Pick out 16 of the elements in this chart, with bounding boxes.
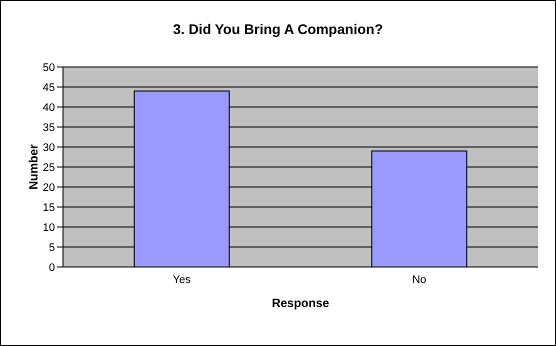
y-tick-label: 30 xyxy=(42,142,55,154)
x-tick-label: No xyxy=(412,274,426,286)
y-tick-label: 15 xyxy=(42,202,55,214)
y-tick-label: 45 xyxy=(42,82,55,94)
chart-title: 3. Did You Bring A Companion? xyxy=(172,21,384,37)
y-tick-label: 50 xyxy=(42,62,55,74)
x-axis-title: Response xyxy=(272,296,330,310)
y-tick-label: 25 xyxy=(42,162,55,174)
y-tick-label: 35 xyxy=(42,122,55,134)
y-tick-label: 40 xyxy=(42,102,55,114)
x-tick-label: Yes xyxy=(172,274,192,286)
y-axis-title: Number xyxy=(26,144,40,190)
y-tick-label: 20 xyxy=(42,182,55,194)
y-tick-label: 0 xyxy=(48,262,55,274)
y-tick-label: 10 xyxy=(42,222,55,234)
y-tick-label: 5 xyxy=(48,242,55,254)
